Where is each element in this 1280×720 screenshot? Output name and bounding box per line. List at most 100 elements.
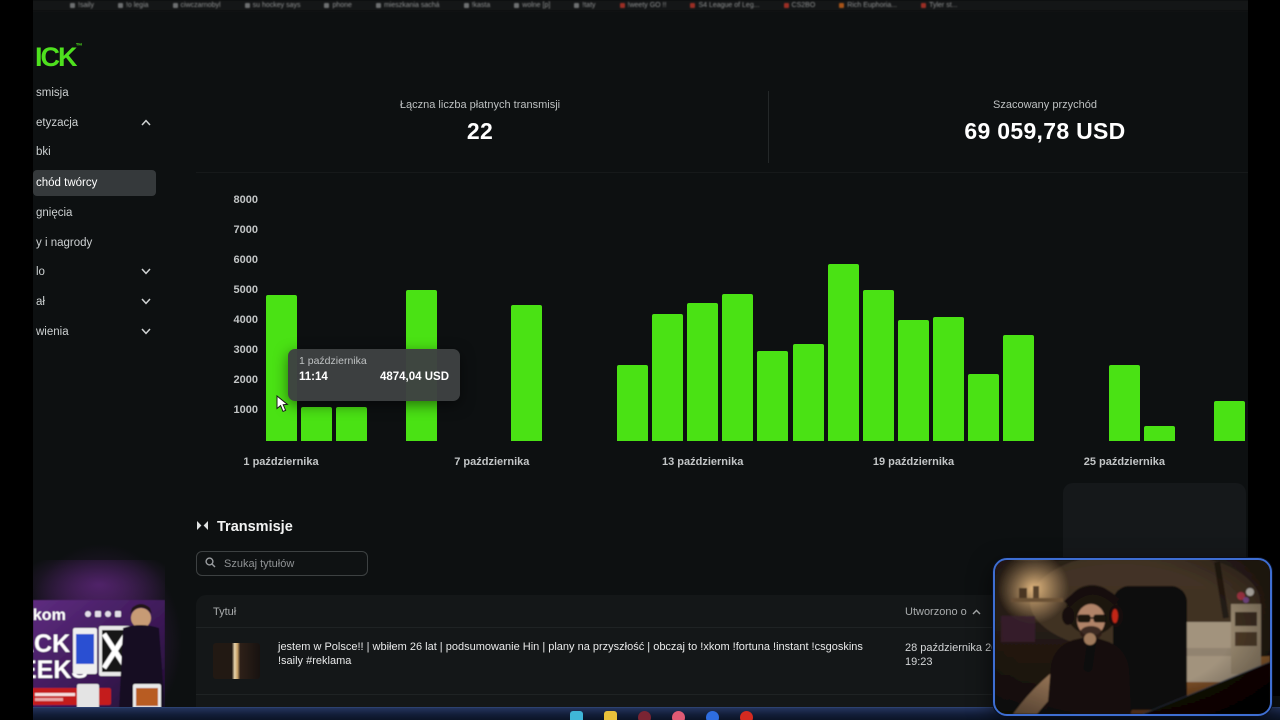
chart-bar[interactable] — [616, 364, 648, 441]
bookmark-item[interactable]: CS2BO — [783, 2, 815, 9]
chart-bar[interactable] — [1144, 426, 1175, 441]
chart-bar[interactable] — [652, 313, 684, 441]
chart-bar[interactable] — [511, 304, 543, 441]
sidebar-item-smisja[interactable]: smisja — [36, 87, 69, 99]
chart-bar[interactable] — [687, 303, 719, 441]
bookmark-item[interactable]: !weety GO !! — [619, 2, 667, 9]
sidebar-item-y-i-nagrody[interactable]: y i nagrody — [36, 237, 93, 249]
x-axis-label: 13 października — [662, 456, 744, 468]
search-input[interactable] — [222, 556, 359, 571]
x-axis-label: 1 października — [243, 456, 319, 468]
transmissions-title: Transmisje — [217, 519, 293, 535]
bookmark-item[interactable]: ciwczarnobyl — [172, 2, 221, 9]
bookmark-item[interactable]: su hockey says — [244, 2, 301, 9]
chart-bar[interactable] — [933, 316, 965, 441]
chart-bar[interactable] — [1214, 400, 1246, 441]
bookmark-label: !kasta — [471, 2, 491, 9]
sidebar-item-gnięcia[interactable]: gnięcia — [36, 207, 73, 219]
sidebar-item-bki[interactable]: bki — [36, 146, 51, 158]
taskbar-icon-red-app[interactable] — [740, 711, 753, 720]
tooltip-time: 11:14 — [299, 371, 328, 383]
bookmark-label: phone — [332, 2, 352, 9]
row-created: 28 października 2024 19:23 — [905, 641, 1010, 669]
chart-footer-panel — [1063, 483, 1246, 571]
ad-brand-text: xkom — [33, 607, 66, 624]
chart-bar[interactable] — [862, 289, 894, 441]
column-header-title[interactable]: Tytuł — [213, 606, 237, 618]
transmissions-section-header: Transmisje — [196, 518, 293, 536]
bookmark-favicon-icon — [619, 3, 625, 8]
row-title: jestem w Polsce!! | wbiłem 26 lat | pods… — [278, 641, 863, 667]
chart-bar[interactable] — [335, 406, 367, 441]
tooltip-date: 1 października — [299, 355, 367, 367]
y-axis-label: 7000 — [233, 224, 258, 236]
x-axis-label: 25 października — [1083, 456, 1166, 468]
bookmark-favicon-icon — [463, 3, 469, 8]
bookmark-item[interactable]: mieszkania sachá — [375, 2, 440, 9]
chart-bar[interactable] — [1108, 364, 1140, 441]
video-crop-left — [0, 0, 33, 720]
sort-ascending-icon — [972, 606, 981, 618]
bookmark-favicon-icon — [514, 3, 520, 8]
stat-estimated-revenue-label: Szacowany przychód — [993, 99, 1097, 111]
ad-headline-line1: ACK — [33, 630, 70, 658]
row-thumbnail — [213, 643, 260, 679]
chart-bar[interactable] — [968, 373, 1000, 441]
bookmark-label: ciwczarnobyl — [180, 2, 221, 9]
taskbar-icon-blue-app[interactable] — [706, 711, 719, 720]
stat-paid-streams: Łączna liczba płatnych transmisji 22 — [310, 99, 650, 145]
bookmark-label: !o legia — [125, 2, 149, 9]
bookmark-label: S4 League of Leg... — [698, 2, 760, 9]
x-axis-label: 7 października — [454, 456, 530, 468]
y-axis-label: 8000 — [233, 194, 258, 206]
taskbar-icon-folder[interactable] — [604, 711, 617, 720]
bookmark-label: !weety GO !! — [627, 2, 667, 9]
taskbar-icon-teal-app[interactable] — [570, 711, 583, 720]
bookmark-item[interactable]: !kasta — [463, 2, 491, 9]
bookmark-item[interactable]: !saily — [70, 2, 94, 9]
sidebar-item-lo[interactable]: lo — [33, 259, 156, 285]
chart-bar[interactable] — [792, 343, 824, 441]
ad-red-badge — [33, 688, 111, 705]
search-box[interactable] — [196, 551, 368, 576]
bookmark-item[interactable]: !taty — [574, 2, 596, 9]
chart-bar[interactable] — [1003, 334, 1035, 441]
chart-bar[interactable] — [300, 406, 332, 441]
table-row[interactable]: jestem w Polsce!! | wbiłem 26 lat | pods… — [196, 627, 1248, 694]
row-created-date: 28 października 2024 — [905, 642, 1010, 654]
taskbar[interactable] — [0, 707, 1280, 720]
sidebar-item-etyzacja[interactable]: etyzacja — [33, 110, 156, 136]
chevron-down-icon — [141, 268, 151, 277]
taskbar-icon-pink-app[interactable] — [672, 711, 685, 720]
bookmark-favicon-icon — [70, 3, 75, 8]
taskbar-icon-maroon-app[interactable] — [638, 711, 651, 720]
bookmark-item[interactable]: phone — [324, 2, 352, 9]
bookmark-favicon-icon — [574, 3, 580, 8]
y-axis-label: 1000 — [233, 404, 258, 416]
kick-logo[interactable]: ICK™ — [35, 32, 83, 72]
y-axis-label: 2000 — [233, 374, 258, 386]
stat-estimated-revenue-value: 69 059,78 USD — [964, 118, 1126, 144]
chart-bar[interactable] — [757, 351, 789, 441]
bookmark-favicon-icon — [690, 3, 696, 8]
bookmark-item[interactable]: S4 League of Leg... — [690, 2, 760, 9]
search-icon — [205, 555, 216, 573]
ad-social-icons — [85, 611, 121, 617]
x-axis-label: 19 października — [872, 456, 955, 468]
y-axis-label: 5000 — [233, 284, 258, 296]
bookmark-item[interactable]: !o legia — [117, 2, 149, 9]
sidebar-item-ał[interactable]: ał — [33, 289, 156, 315]
column-header-created[interactable]: Utworzono o — [905, 606, 981, 618]
sidebar-item-chód-twórcy[interactable]: chód twórcy — [33, 170, 156, 196]
bookmark-item[interactable]: Rich Euphoria... — [839, 2, 897, 9]
chart-bar[interactable] — [898, 319, 930, 441]
bookmark-label: !saily — [78, 2, 94, 9]
bookmark-item[interactable]: wolne [p] — [514, 2, 550, 9]
chart-bar[interactable] — [722, 294, 754, 441]
bookmark-label: su hockey says — [252, 2, 301, 9]
bookmark-item[interactable]: Tyler st... — [921, 2, 958, 9]
chevron-up-icon — [141, 119, 151, 128]
chart-bar[interactable] — [827, 264, 859, 441]
bookmark-favicon-icon — [839, 3, 845, 8]
sidebar-item-wienia[interactable]: wienia — [33, 319, 156, 345]
